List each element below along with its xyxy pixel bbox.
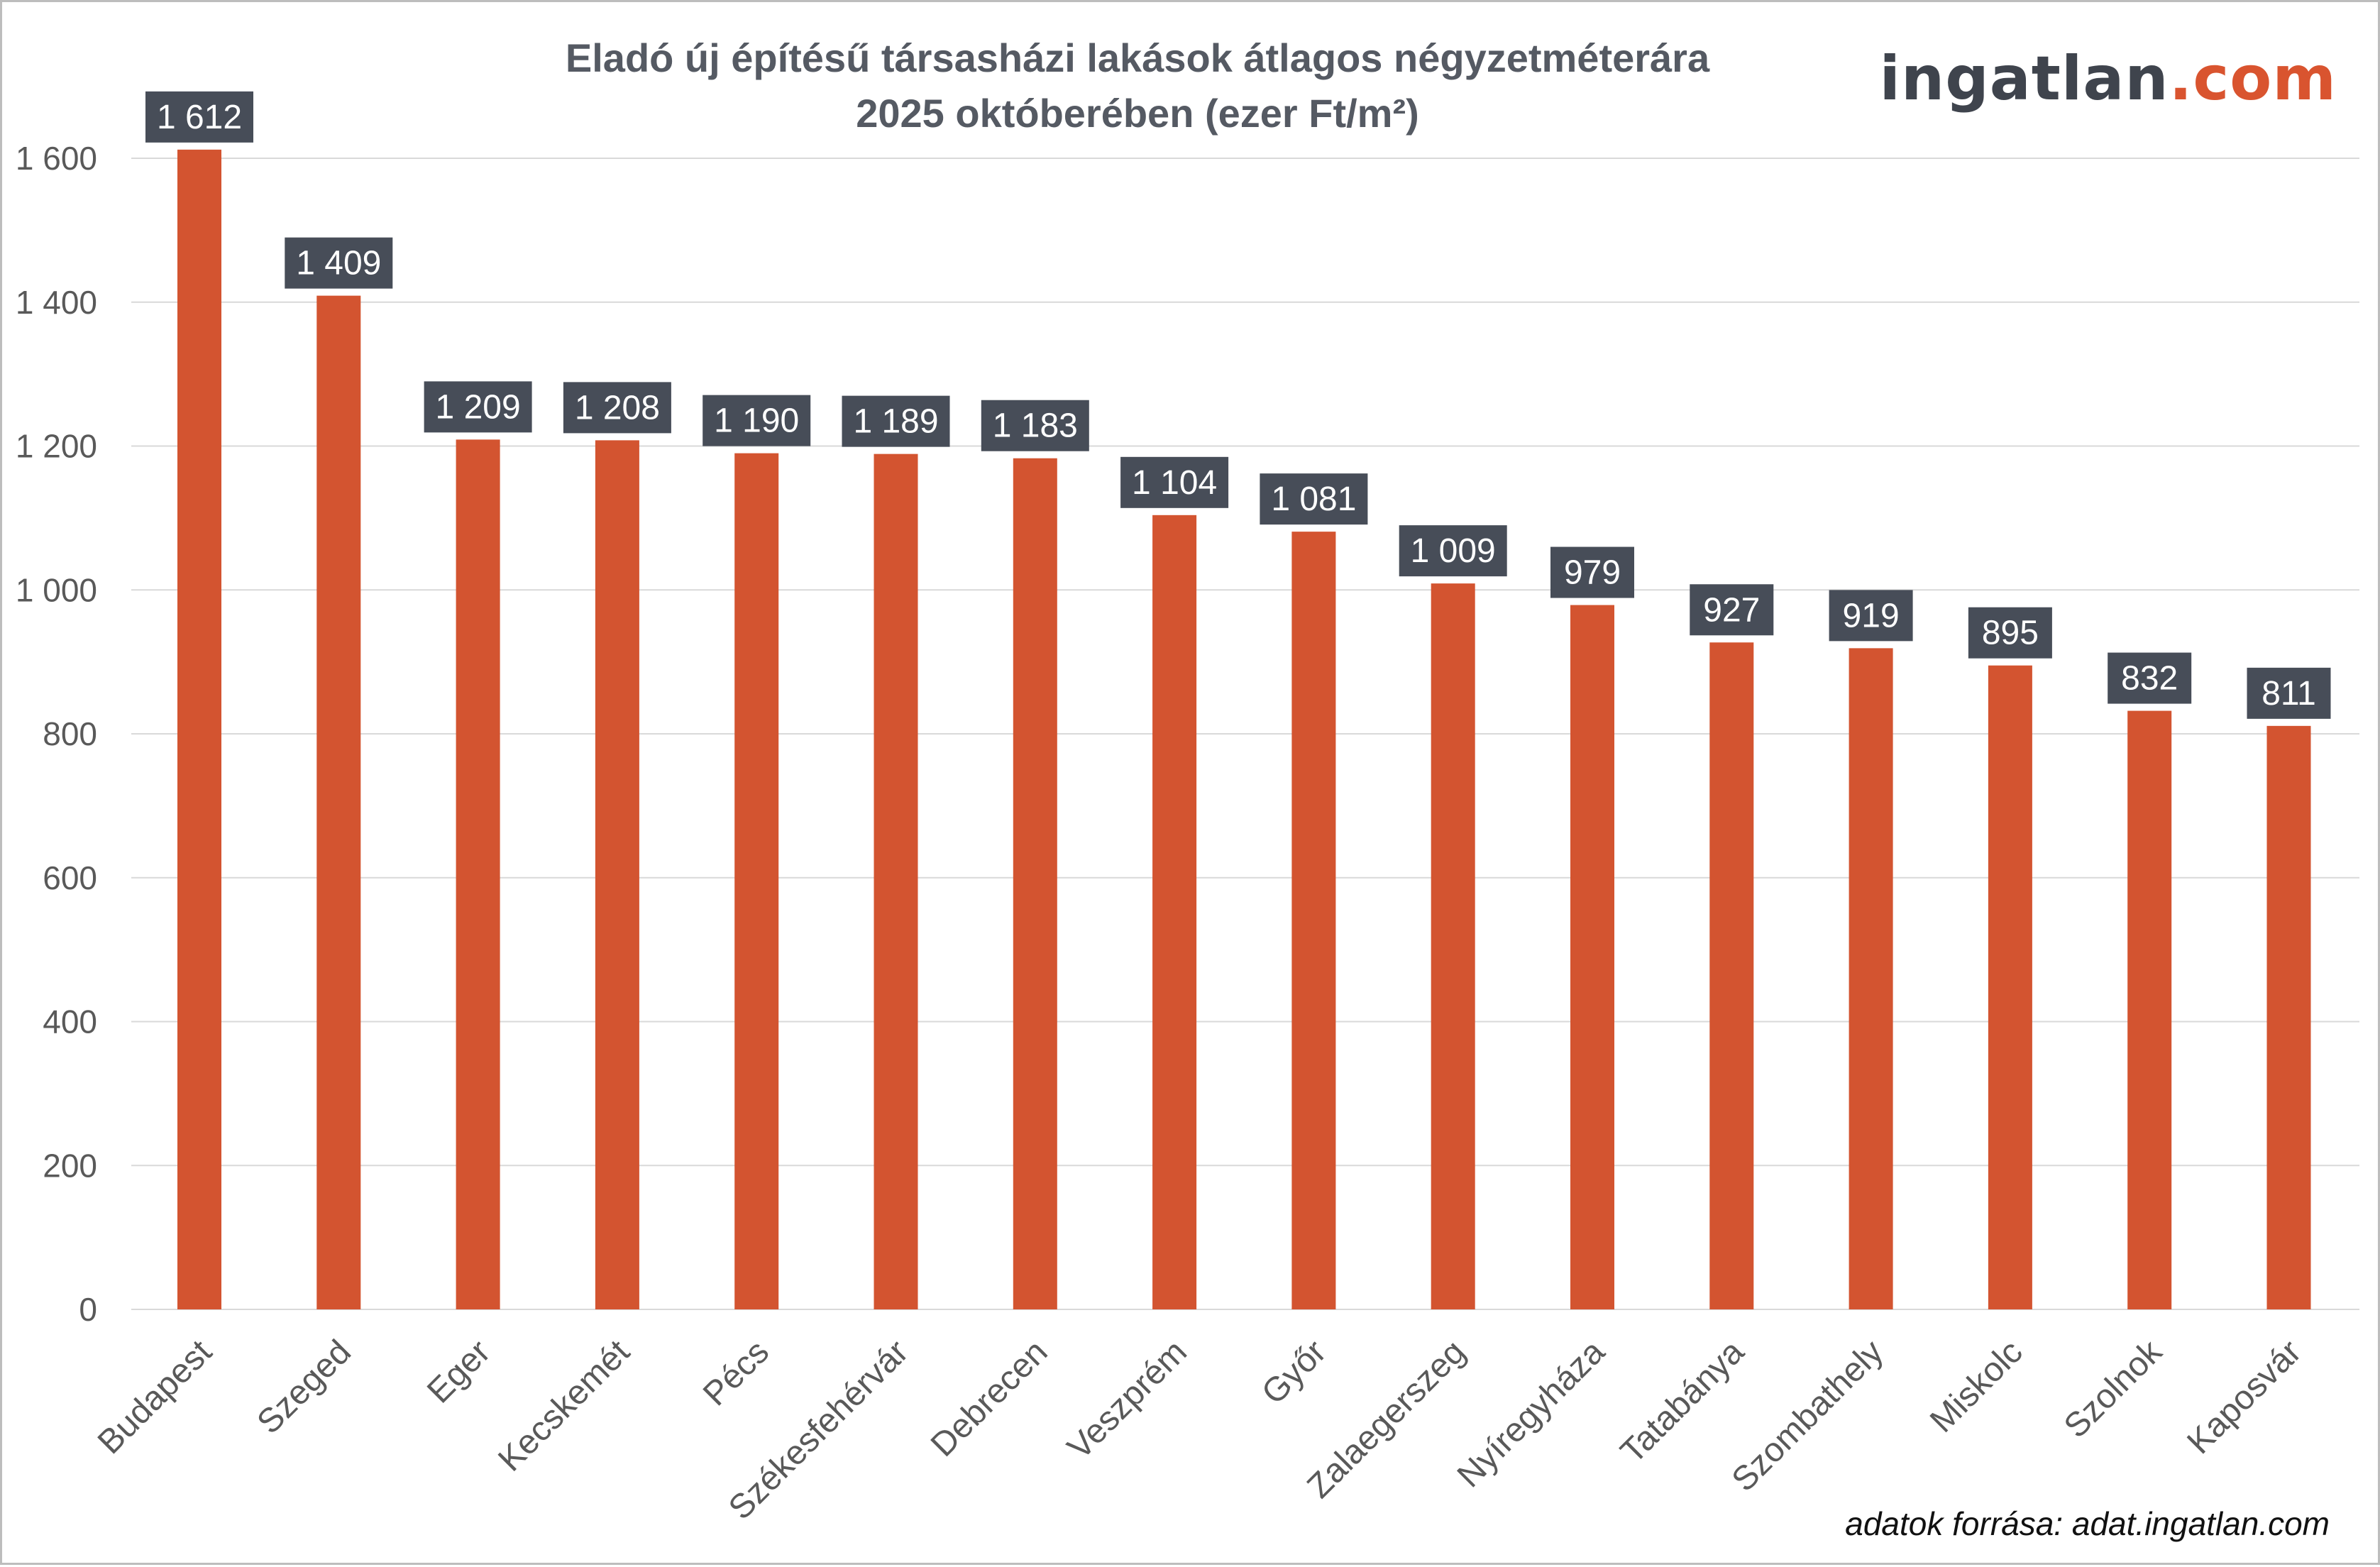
data-label-box — [1550, 546, 1634, 598]
data-label-box — [981, 400, 1089, 451]
y-tick-label: 1 600 — [16, 140, 97, 177]
x-tick-label: Kaposvár — [2180, 1333, 2308, 1461]
x-tick-label: Tatabánya — [1614, 1333, 1751, 1470]
data-label-box — [842, 395, 950, 447]
x-tick-label: Nyíregyháza — [1450, 1333, 1612, 1495]
y-tick-label: 0 — [79, 1291, 97, 1328]
data-label-box — [424, 381, 532, 433]
y-tick-label: 1 000 — [16, 571, 97, 608]
chart-subtitle: 2025 októberében (ezer Ft/m²) — [856, 91, 1419, 136]
data-label: 1 009 — [1411, 532, 1496, 570]
data-label-box — [1968, 607, 2052, 659]
data-label: 1 409 — [296, 245, 381, 282]
y-tick-label: 800 — [43, 715, 97, 752]
x-tick-label: Eger — [420, 1333, 497, 1410]
data-label-box — [2108, 652, 2192, 704]
logo-tld: .com — [2169, 43, 2337, 114]
y-tick-label: 1 400 — [16, 284, 97, 321]
y-tick-label: 400 — [43, 1004, 97, 1040]
data-label-box — [1260, 473, 1368, 525]
data-label-box — [1120, 456, 1229, 508]
data-label: 1 190 — [714, 402, 799, 440]
data-label: 895 — [1982, 615, 2039, 652]
bar-zalaegerszeg — [1431, 583, 1475, 1309]
data-label: 979 — [1564, 554, 1621, 592]
data-label: 1 081 — [1271, 480, 1356, 518]
bar-budapest — [177, 149, 221, 1310]
chart-title: Eladó új építésű társasházi lakások átla… — [565, 35, 1710, 80]
data-label: 1 612 — [157, 99, 242, 136]
y-tick-label: 600 — [43, 859, 97, 896]
x-tick-label: Pécs — [696, 1333, 776, 1413]
data-label-box — [2247, 667, 2331, 719]
data-label-box — [145, 91, 253, 143]
x-tick-label: Miskolc — [1923, 1333, 2030, 1440]
bar-győr — [1291, 532, 1336, 1309]
x-tick-label: Szeged — [250, 1333, 358, 1441]
x-tick-label: Budapest — [91, 1333, 219, 1461]
bar-tatabánya — [1709, 642, 1754, 1309]
x-tick-label: Szombathely — [1725, 1333, 1891, 1499]
x-tick-label: Szolnok — [2057, 1333, 2170, 1446]
bar-veszprém — [1152, 515, 1197, 1309]
data-label: 832 — [2121, 660, 2178, 698]
bar-szolnok — [2127, 710, 2172, 1309]
x-tick-label: Kecskemét — [491, 1333, 637, 1478]
x-tick-label: Veszprém — [1060, 1333, 1194, 1466]
data-label: 927 — [1703, 591, 1760, 629]
data-label-box — [563, 382, 671, 434]
data-label: 1 104 — [1132, 464, 1217, 502]
bar-eger — [456, 439, 500, 1309]
data-label-box — [1829, 590, 1913, 642]
data-label-box — [703, 395, 811, 446]
data-label-box — [1690, 584, 1774, 636]
bar-szombathely — [1849, 648, 1893, 1309]
bar-pécs — [734, 453, 779, 1310]
data-labels: 1 612 1 409 1 209 1 208 1 190 1 189 1 183 1 104… — [145, 91, 2331, 719]
logo-name: ingatlan — [1879, 43, 2169, 114]
data-label-box — [1399, 525, 1507, 577]
x-tick-label: Győr — [1255, 1333, 1333, 1412]
bar-kecskemét — [595, 440, 639, 1309]
x-tick-label: Debrecen — [924, 1333, 1055, 1464]
data-label: 1 208 — [575, 389, 660, 427]
bar-debrecen — [1013, 458, 1057, 1309]
data-label: 811 — [2261, 675, 2316, 713]
source-note: adatok forrása: adat.ingatlan.com — [1845, 1505, 2330, 1542]
bar-székesfehérvár — [874, 453, 918, 1309]
data-label: 1 183 — [993, 407, 1078, 445]
data-label-box — [285, 237, 393, 289]
ingatlan-logo: ingatlan.com — [1880, 43, 2337, 114]
data-label: 1 209 — [436, 388, 521, 426]
bar-kaposvár — [2266, 725, 2311, 1309]
bar-szeged — [316, 295, 361, 1310]
y-tick-label: 200 — [43, 1147, 97, 1184]
y-tick-label: 1 200 — [16, 428, 97, 465]
data-label: 919 — [1843, 597, 1900, 634]
bar-miskolc — [1988, 665, 2032, 1309]
y-axis-ticks: 0 200 400 600 800 1 000 1 200 1 400 1 600 — [16, 140, 97, 1328]
bars — [177, 149, 2311, 1310]
bar-nyíregyháza — [1570, 605, 1614, 1309]
gridlines — [131, 158, 2359, 1310]
data-label: 1 189 — [853, 403, 938, 441]
